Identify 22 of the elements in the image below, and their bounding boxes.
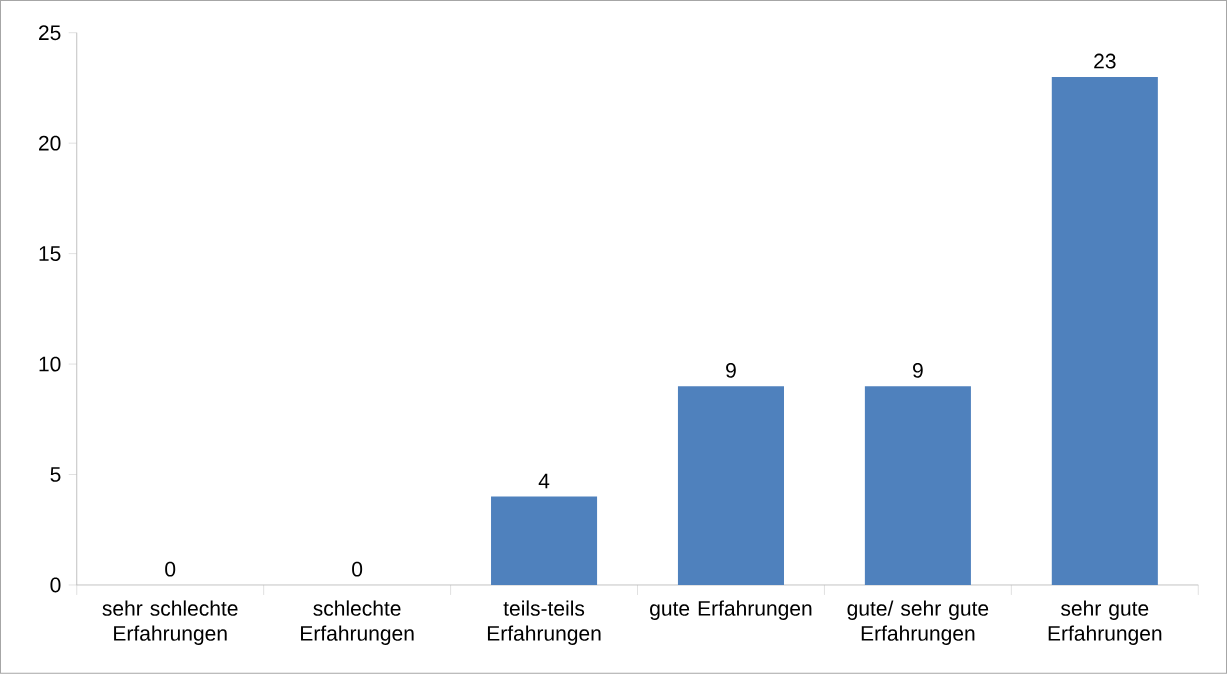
bar	[491, 496, 598, 586]
x-tick-label: sehr gute Erfahrungen	[1048, 600, 1162, 646]
bar	[1051, 77, 1158, 586]
bar	[677, 386, 784, 586]
data-label: 0	[165, 561, 176, 577]
data-label: 9	[726, 363, 736, 378]
bar	[864, 386, 971, 586]
data-label: 0	[352, 561, 363, 577]
data-label: 4	[538, 473, 550, 489]
y-tick-label: 20	[39, 135, 61, 151]
x-tick-label: gute/ sehr gute Erfahrungen	[847, 600, 989, 646]
y-tick-label: 10	[39, 356, 61, 372]
y-tick-label: 0	[50, 577, 61, 593]
x-tick-label: sehr schlechte Erfahrungen	[102, 600, 238, 646]
y-tick-label: 5	[50, 467, 61, 483]
x-tick-label: teils-teils Erfahrungen	[487, 600, 601, 646]
y-tick-label: 25	[39, 25, 61, 41]
data-label: 23	[1094, 53, 1116, 69]
x-tick-label: schlechte Erfahrungen	[301, 600, 414, 646]
data-label: 9	[913, 363, 923, 378]
y-tick-label: 15	[39, 246, 61, 262]
x-tick-label: gute Erfahrungen	[650, 600, 812, 621]
